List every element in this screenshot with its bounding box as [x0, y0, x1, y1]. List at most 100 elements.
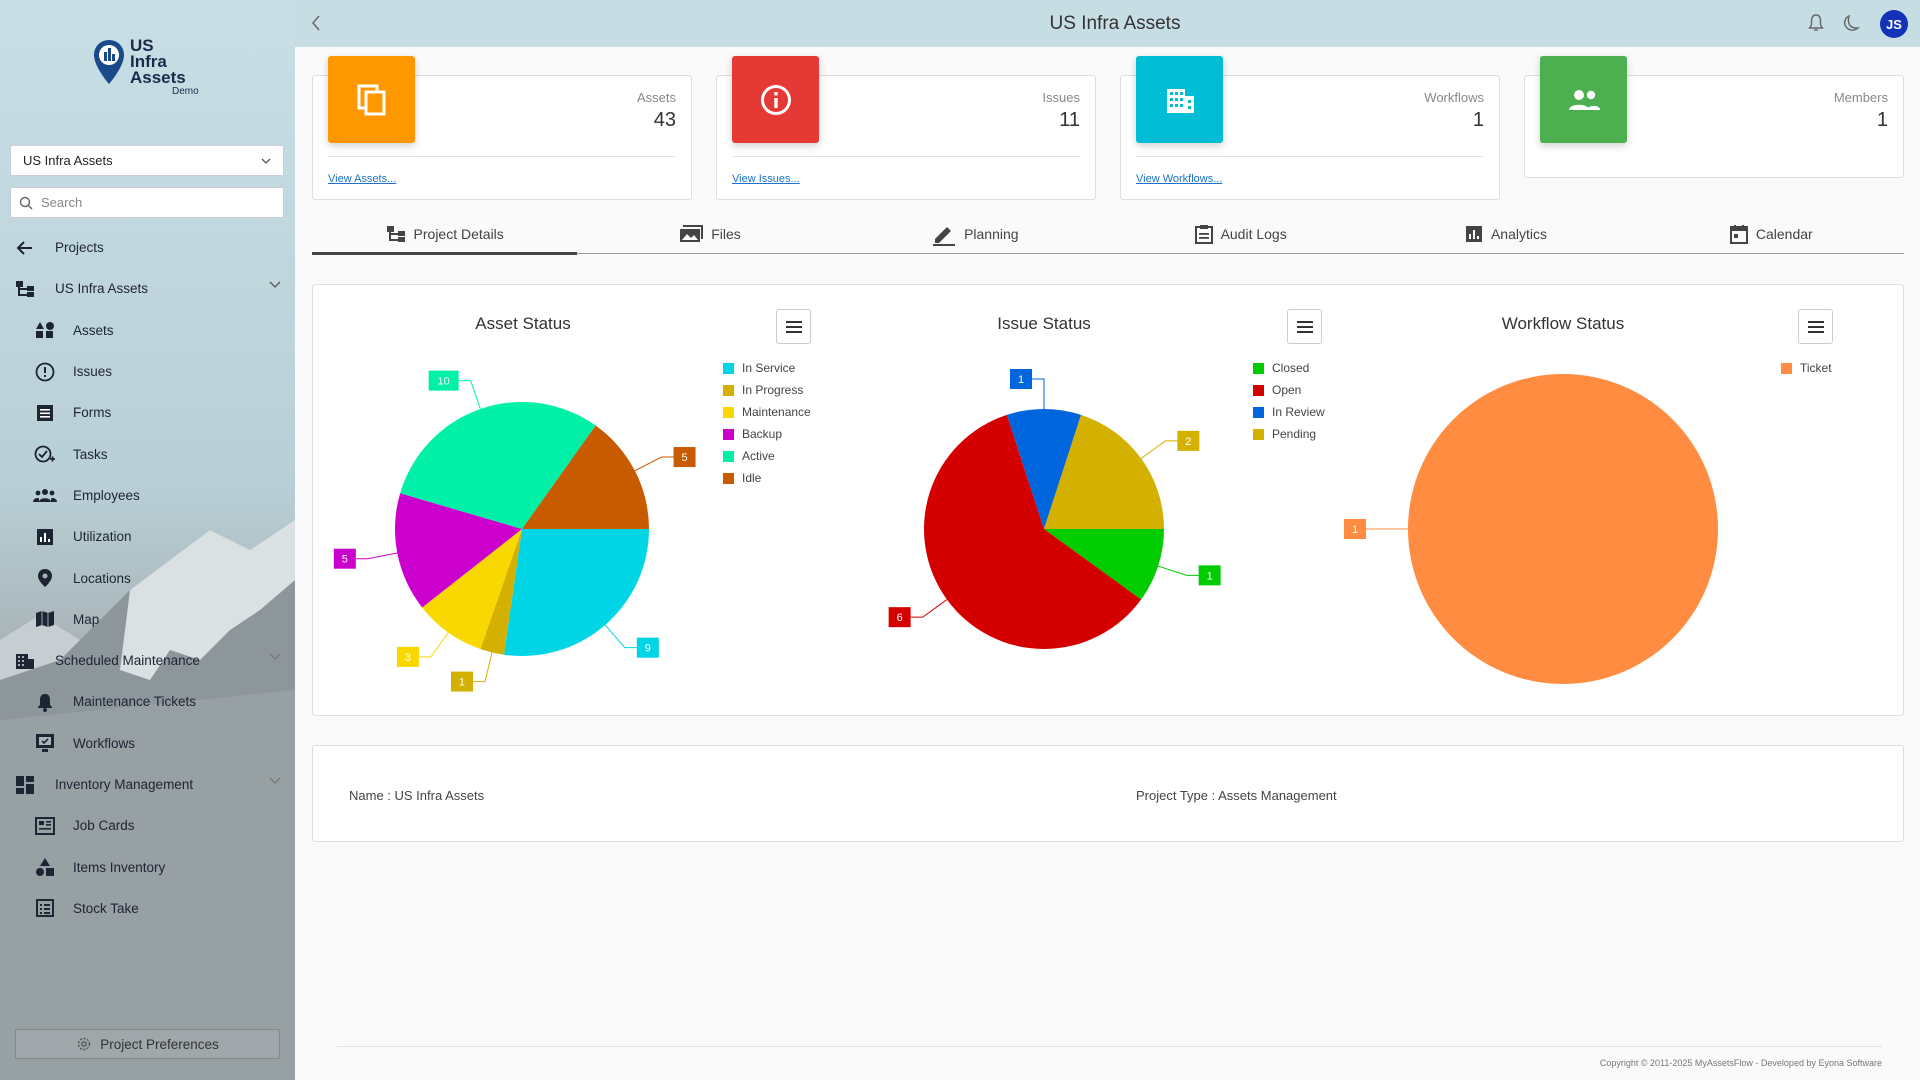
sidebar-item-label: Locations: [73, 570, 131, 586]
sidebar-item-maintenance-tickets[interactable]: Maintenance Tickets: [0, 681, 295, 722]
sidebar-item-employees[interactable]: Employees: [0, 475, 295, 516]
sidebar-item-assets[interactable]: Assets: [0, 310, 295, 351]
user-avatar[interactable]: JS: [1880, 10, 1908, 38]
card-label: Assets: [636, 90, 676, 105]
sidebar-item-label: Job Cards: [73, 818, 135, 834]
card-divider: [328, 156, 676, 157]
sidebar-item-forms[interactable]: Forms: [0, 392, 295, 433]
data-label-leader: [604, 624, 637, 649]
card-label: Workflows: [1424, 90, 1484, 105]
tab-label: Files: [711, 225, 741, 242]
data-label-box: [636, 637, 659, 658]
moon-icon[interactable]: [1843, 13, 1861, 33]
sidebar-nav: Projects US Infra Assets Assets Issues F…: [0, 227, 295, 929]
view-workflows-link[interactable]: View Workflows...: [1136, 173, 1223, 185]
copyright-text: Copyright © 2011-2025 MyAssetsFlow - Dev…: [1599, 1058, 1882, 1068]
sidebar-item-utilization[interactable]: Utilization: [0, 516, 295, 557]
calendar-icon: [1729, 224, 1748, 244]
sidebar-item-label: Assets: [73, 322, 114, 338]
hamburger-menu-icon: [1807, 320, 1824, 333]
project-select-value: US Infra Assets: [23, 153, 113, 168]
sidebar-item-label: Inventory Management: [55, 777, 194, 792]
data-label-in-review: 1: [1018, 374, 1024, 386]
pie-slice-closed: [1044, 529, 1164, 600]
notification-bell-icon[interactable]: [1807, 13, 1825, 33]
sidebar-item-label: Scheduled Maintenance: [55, 653, 200, 669]
legend-label-ticket: Ticket: [1800, 361, 1832, 375]
dashboard-icon: [13, 773, 37, 797]
sidebar-item-issues[interactable]: Issues: [0, 351, 295, 392]
sidebar-item-label: Employees: [73, 487, 140, 503]
workflow-chart-menu-button[interactable]: [1798, 309, 1833, 344]
app-logo[interactable]: US Infra Assets Demo: [92, 37, 199, 97]
data-label-box: [1344, 519, 1366, 539]
job-card-icon: [33, 814, 57, 838]
sidebar-item-stock-take[interactable]: Stock Take: [0, 888, 295, 929]
task-check-icon: [33, 442, 57, 466]
chart-title: Asset Status: [475, 314, 570, 333]
data-label-leader: [634, 456, 674, 472]
sidebar-item-job-cards[interactable]: Job Cards: [0, 805, 295, 846]
asset-chart-menu-button[interactable]: [776, 309, 811, 344]
tab-files[interactable]: Files: [577, 214, 842, 253]
workflows-card: Workflows 1 View Workflows...: [1120, 56, 1500, 200]
project-select[interactable]: US Infra Assets: [10, 145, 284, 176]
tab-calendar[interactable]: Calendar: [1639, 214, 1904, 253]
members-tile: [1540, 56, 1627, 143]
tab-project-details[interactable]: Project Details: [312, 214, 578, 255]
card-value: 1: [1472, 109, 1484, 131]
chevron-down-icon[interactable]: [269, 281, 281, 289]
project-name: Name : US Infra Assets: [349, 788, 485, 803]
legend-label-in-review: In Review: [1272, 405, 1325, 419]
chevron-down-icon[interactable]: [269, 777, 281, 785]
tab-analytics[interactable]: Analytics: [1373, 214, 1638, 253]
hierarchy-icon: [13, 277, 37, 301]
sidebar-item-label: US Infra Assets: [55, 281, 149, 297]
sidebar-item-us-infra-assets[interactable]: US Infra Assets: [0, 268, 295, 309]
project-preferences-button[interactable]: Project Preferences: [15, 1029, 280, 1059]
view-assets-link[interactable]: View Assets...: [328, 173, 397, 185]
data-label-in-service: 9: [645, 643, 651, 655]
sidebar-item-locations[interactable]: Locations: [0, 557, 295, 598]
sidebar-item-map[interactable]: Map: [0, 599, 295, 640]
workflow-icon: [33, 731, 57, 755]
legend-swatch: [1253, 385, 1264, 396]
sidebar-item-inventory-management[interactable]: Inventory Management: [0, 764, 295, 805]
data-label-ticket: 1: [1352, 524, 1358, 536]
chevron-left-icon[interactable]: [311, 14, 321, 32]
tab-audit-logs[interactable]: Audit Logs: [1108, 214, 1373, 253]
sidebar-item-label: Map: [73, 611, 100, 627]
sidebar-search[interactable]: [10, 187, 284, 218]
search-icon: [19, 196, 33, 209]
tab-label: Analytics: [1490, 225, 1547, 242]
sidebar-item-items-inventory[interactable]: Items Inventory: [0, 846, 295, 887]
search-input[interactable]: [41, 195, 261, 210]
project-tabs: Project Details Files Planning Audit Log…: [312, 214, 1904, 255]
tab-planning[interactable]: Planning: [843, 214, 1108, 253]
pie-slice-pending: [1044, 414, 1164, 529]
sidebar-item-scheduled-maintenance[interactable]: Scheduled Maintenance: [0, 640, 295, 681]
status-charts-panel: Asset Status In Service In Progress Mainten…: [312, 284, 1904, 716]
pie-slice-in-service: [503, 529, 649, 656]
data-label-box: [673, 447, 696, 468]
sidebar-item-workflows[interactable]: Workflows: [0, 723, 295, 764]
data-label-box: [1198, 565, 1221, 586]
data-label-open: 6: [897, 612, 903, 624]
card-label: Issues: [1042, 90, 1080, 105]
data-label-box: [1177, 430, 1200, 451]
chevron-down-icon: [261, 158, 271, 164]
issue-chart-menu-button[interactable]: [1287, 309, 1322, 344]
pie-slice-open: [924, 414, 1142, 649]
project-type: Project Type : Assets Management: [1136, 788, 1337, 803]
data-label-leader: [1032, 378, 1045, 409]
data-label-leader: [472, 652, 493, 683]
sidebar-item-tasks[interactable]: Tasks: [0, 433, 295, 474]
location-logo-icon: [94, 40, 124, 84]
project-info-panel: Name : US Infra Assets Project Type : As…: [312, 745, 1904, 842]
view-issues-link[interactable]: View Issues...: [732, 173, 800, 185]
sidebar-item-projects[interactable]: Projects: [0, 227, 295, 268]
legend-label-in-service: In Service: [742, 361, 796, 375]
card-divider: [732, 156, 1080, 157]
chevron-down-icon[interactable]: [269, 653, 281, 661]
data-label-box: [1010, 369, 1032, 389]
